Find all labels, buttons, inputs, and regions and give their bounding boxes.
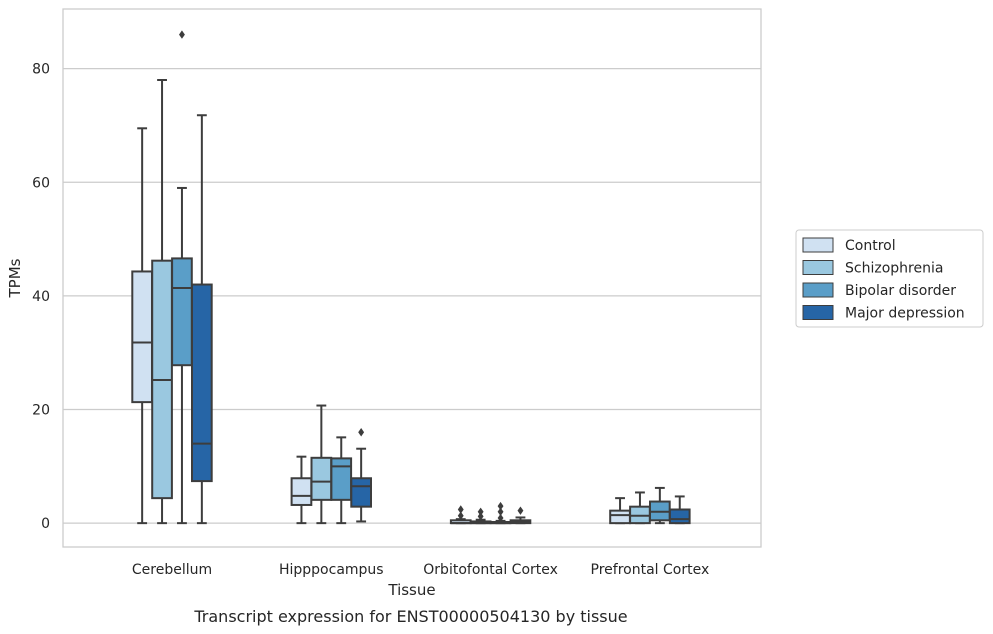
y-tick-label: 40 [32,289,50,305]
y-tick-labels: 0 20 40 60 80 [32,62,50,532]
box [469,507,492,525]
box-iqr [350,477,372,508]
box [350,428,372,523]
x-tick-label: Hipppocampus [279,562,384,578]
outlier-point [477,507,484,516]
box [649,486,671,525]
x-tick-label: Cerebellum [132,562,212,578]
legend-swatch [802,282,834,298]
box [191,114,213,525]
outlier-point [179,30,185,39]
outlier-point [477,512,484,521]
y-tick-label: 20 [32,403,50,419]
legend: Control Schizophrenia Bipolar disorder Majo… [795,229,984,328]
box [509,506,532,525]
box-iqr [171,257,193,367]
legend-swatch [802,237,834,253]
box [449,505,472,525]
outlier-point [497,513,504,523]
box [609,497,631,525]
box-iqr [609,509,631,525]
box-iqr [191,283,213,483]
x-tick-label: Prefrontal Cortex [591,562,710,578]
box [290,455,313,525]
box-iqr [290,477,313,506]
legend-swatch [802,305,834,320]
box [310,404,333,525]
box [489,501,512,525]
x-tick-label: Orbitofontal Cortex [423,562,558,578]
legend-label: Major depression [845,306,965,322]
y-axis-label: TPMs [6,258,24,298]
y-tick-label: 60 [32,175,50,191]
y-tick-label: 80 [32,62,50,78]
box [668,495,691,525]
box [131,127,154,525]
legend-label: Schizophrenia [845,261,943,277]
x-tick-labels: Cerebellum Hipppocampus Orbitofontal Corte… [132,562,709,578]
legend-swatch [802,260,834,275]
outlier-point [457,505,464,514]
legend-label: Control [845,238,896,254]
legend-label: Bipolar disorder [845,283,956,299]
outlier-point [457,511,464,520]
legend-frame [795,229,984,328]
box-groups [131,30,691,525]
box-iqr [131,270,154,404]
y-tick-label: 0 [41,516,50,532]
x-axis-label: Tissue [387,581,435,599]
outlier-point [517,506,524,515]
plot-frame [62,8,762,548]
outlier-point [497,507,504,516]
box-iqr [310,456,333,501]
chart-title: Transcript expression for ENST0000050413… [193,607,627,626]
box [171,30,193,525]
box-iqr [330,457,353,501]
outlier-point [497,501,504,511]
outlier-point [358,428,365,437]
box [151,79,173,525]
box-iqr [668,508,691,525]
